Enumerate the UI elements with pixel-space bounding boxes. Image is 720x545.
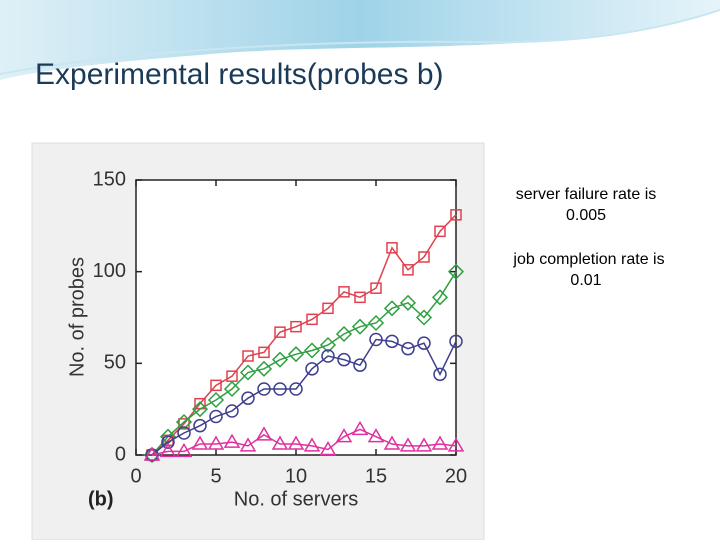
marker	[223, 433, 241, 448]
marker	[271, 435, 289, 450]
marker	[175, 442, 193, 458]
marker	[383, 300, 401, 317]
marker	[418, 251, 430, 263]
marker	[239, 364, 257, 381]
panel-label: (b)	[88, 488, 114, 510]
plot-area	[135, 179, 457, 456]
marker	[319, 441, 337, 456]
marker	[367, 428, 385, 443]
y-tick-label: 100	[93, 260, 126, 282]
marker	[322, 302, 334, 315]
note: job completion rate is	[512, 251, 664, 268]
marker	[351, 420, 369, 436]
x-tick-label: 15	[365, 465, 387, 487]
x-tick-label: 20	[445, 465, 467, 487]
marker	[338, 286, 350, 298]
marker	[207, 435, 225, 450]
marker	[271, 351, 289, 368]
note: 0.005	[566, 207, 606, 224]
marker	[447, 263, 465, 280]
marker	[303, 342, 321, 359]
marker	[431, 435, 449, 450]
marker	[257, 382, 271, 396]
series-line	[151, 428, 457, 456]
marker	[209, 409, 223, 424]
marker	[353, 358, 367, 372]
marker	[402, 264, 414, 276]
marker	[161, 435, 175, 449]
x-tick-label: 5	[210, 465, 221, 487]
marker	[258, 346, 270, 359]
x-axis-label: No. of servers	[234, 488, 358, 510]
marker	[210, 379, 222, 392]
note: server failure rate is	[516, 186, 657, 203]
marker	[434, 225, 446, 238]
marker	[191, 435, 209, 450]
marker	[143, 446, 161, 461]
series-line	[151, 214, 457, 456]
marker	[415, 309, 433, 326]
marker	[239, 437, 257, 452]
marker	[369, 332, 383, 347]
y-axis-label: No. of probes	[66, 257, 88, 377]
marker	[225, 404, 239, 418]
marker	[207, 391, 225, 409]
x-tick-label: 10	[285, 465, 307, 487]
marker	[431, 289, 449, 306]
marker	[290, 320, 302, 333]
marker	[399, 437, 417, 452]
marker	[255, 426, 273, 441]
marker	[417, 336, 431, 350]
marker	[385, 334, 399, 349]
marker	[433, 367, 447, 382]
marker	[450, 209, 462, 221]
marker	[383, 435, 401, 450]
note: 0.01	[570, 272, 601, 289]
marker	[289, 382, 303, 396]
marker	[255, 360, 273, 377]
marker	[305, 362, 319, 376]
marker	[321, 349, 335, 363]
marker	[287, 435, 305, 450]
header-curve	[0, 9, 720, 75]
marker	[335, 428, 353, 443]
marker	[354, 291, 366, 304]
marker	[191, 401, 209, 418]
slide-title: Experimental results(probes b)	[35, 58, 444, 91]
marker	[143, 446, 161, 464]
marker	[242, 350, 254, 362]
x-tick-label: 0	[130, 465, 141, 487]
marker	[335, 325, 353, 343]
marker	[449, 334, 463, 349]
marker	[351, 318, 369, 335]
marker	[337, 352, 351, 367]
marker	[303, 437, 321, 452]
y-tick-label: 150	[93, 168, 126, 190]
marker	[306, 313, 318, 326]
marker	[399, 294, 417, 311]
y-tick-label: 50	[104, 352, 126, 374]
marker	[370, 282, 382, 294]
marker	[223, 380, 241, 398]
marker	[367, 314, 385, 332]
marker	[287, 346, 305, 363]
marker	[175, 413, 193, 431]
marker	[386, 242, 398, 254]
marker	[415, 437, 433, 452]
marker	[274, 326, 286, 338]
series-line	[151, 338, 457, 456]
marker	[319, 336, 337, 354]
marker	[241, 391, 255, 405]
series-line	[151, 271, 457, 456]
marker	[159, 442, 177, 458]
marker	[273, 382, 287, 396]
y-tick-label: 0	[115, 443, 126, 465]
marker	[447, 437, 465, 452]
marker	[401, 341, 415, 356]
marker	[177, 426, 191, 440]
header-wave	[0, 0, 720, 80]
marker	[193, 418, 207, 433]
